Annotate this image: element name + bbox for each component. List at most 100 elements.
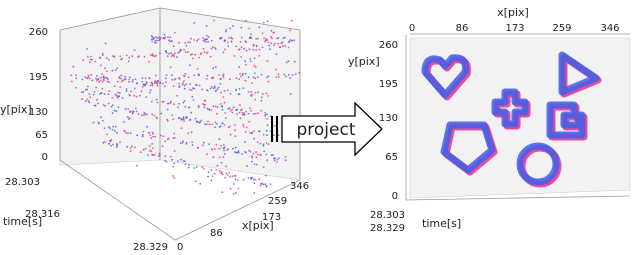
event-dot bbox=[285, 75, 287, 78]
event-dot bbox=[180, 127, 183, 130]
event-dot bbox=[235, 151, 238, 154]
event-dot bbox=[92, 121, 95, 124]
event-dot bbox=[212, 156, 215, 159]
event-dot bbox=[134, 78, 137, 81]
event-dot bbox=[266, 76, 268, 79]
event-dot bbox=[229, 27, 232, 30]
event-dot bbox=[112, 125, 115, 128]
event-dot bbox=[224, 39, 226, 42]
event-dot bbox=[242, 73, 244, 75]
event-dot bbox=[222, 96, 225, 98]
event-dot bbox=[184, 160, 186, 163]
event-dot bbox=[182, 118, 185, 121]
event-dot bbox=[218, 138, 221, 141]
event-dot bbox=[161, 101, 164, 103]
arrow-label: project bbox=[296, 120, 355, 140]
event-dot bbox=[94, 104, 97, 107]
event-dot bbox=[115, 146, 118, 148]
event-dot bbox=[128, 94, 131, 96]
event-dot bbox=[276, 158, 279, 161]
event-dot bbox=[185, 83, 188, 86]
event-dot bbox=[192, 57, 194, 60]
event-dot bbox=[229, 187, 232, 190]
event-dot bbox=[101, 81, 104, 83]
event-dot bbox=[151, 36, 154, 39]
event-dot bbox=[121, 97, 124, 99]
event-dot bbox=[148, 149, 151, 152]
event-dot bbox=[129, 150, 132, 153]
event-dot bbox=[237, 187, 240, 190]
event-dot bbox=[117, 91, 119, 94]
event-dot bbox=[99, 56, 101, 59]
event-dot bbox=[228, 172, 231, 174]
event-dot bbox=[84, 100, 87, 103]
event-dot bbox=[81, 98, 83, 101]
event-dot bbox=[206, 123, 208, 126]
event-dot bbox=[151, 131, 154, 134]
event-dot bbox=[203, 106, 206, 108]
x-tick-label: 0 bbox=[409, 23, 415, 34]
event-dot bbox=[265, 129, 268, 132]
event-dot bbox=[287, 60, 290, 63]
event-dot bbox=[210, 109, 213, 111]
event-dot bbox=[207, 120, 209, 123]
event-dot bbox=[142, 148, 145, 151]
event-dot bbox=[191, 141, 194, 144]
event-dot bbox=[255, 45, 258, 48]
event-dot bbox=[262, 143, 265, 146]
event-dot bbox=[104, 42, 107, 45]
event-dot bbox=[258, 55, 261, 57]
event-dot bbox=[131, 145, 133, 148]
event-dot bbox=[257, 112, 259, 115]
event-dot bbox=[223, 149, 226, 152]
event-dot bbox=[206, 74, 209, 77]
event-dot bbox=[289, 39, 292, 41]
event-dot bbox=[106, 70, 108, 73]
event-dot bbox=[190, 89, 193, 92]
event-dot bbox=[211, 148, 214, 151]
event-dot bbox=[232, 106, 235, 109]
event-dot bbox=[121, 57, 123, 60]
event-dot bbox=[252, 178, 255, 181]
event-dot bbox=[236, 108, 239, 111]
event-dot bbox=[75, 74, 77, 77]
event-dot bbox=[205, 38, 207, 41]
event-dot bbox=[219, 78, 222, 81]
event-dot bbox=[222, 74, 225, 77]
event-dot bbox=[164, 77, 167, 80]
event-dot bbox=[214, 66, 217, 69]
event-dot bbox=[199, 120, 202, 123]
event-dot bbox=[203, 104, 205, 106]
event-dot bbox=[193, 87, 196, 90]
event-dot bbox=[265, 185, 268, 188]
event-dot bbox=[260, 73, 263, 76]
event-dot bbox=[278, 46, 281, 49]
event-dot bbox=[242, 112, 245, 115]
time-axis-label: time[s] bbox=[3, 215, 42, 228]
event-dot bbox=[116, 131, 118, 134]
event-dot bbox=[151, 113, 154, 116]
event-dot bbox=[168, 39, 171, 42]
event-dot bbox=[89, 55, 92, 58]
event-dot bbox=[165, 52, 168, 54]
event-dot bbox=[216, 122, 218, 125]
event-dot bbox=[220, 171, 223, 174]
event-dot bbox=[184, 105, 187, 108]
event-dot bbox=[111, 104, 114, 107]
event-dot bbox=[270, 35, 272, 38]
time-tick-label: 28.303 bbox=[370, 210, 405, 221]
event-dot bbox=[178, 77, 181, 80]
event-dot bbox=[103, 127, 106, 130]
event-dot bbox=[164, 159, 167, 162]
event-dot bbox=[216, 106, 219, 109]
event-dot bbox=[223, 153, 226, 155]
event-dot bbox=[248, 120, 251, 123]
y-tick-label: 0 bbox=[42, 152, 48, 163]
event-dot bbox=[107, 126, 110, 128]
event-dot bbox=[234, 124, 236, 126]
event-dot bbox=[136, 164, 138, 167]
event-dot bbox=[221, 173, 224, 176]
event-dot bbox=[215, 169, 218, 171]
event-dot bbox=[184, 42, 187, 44]
